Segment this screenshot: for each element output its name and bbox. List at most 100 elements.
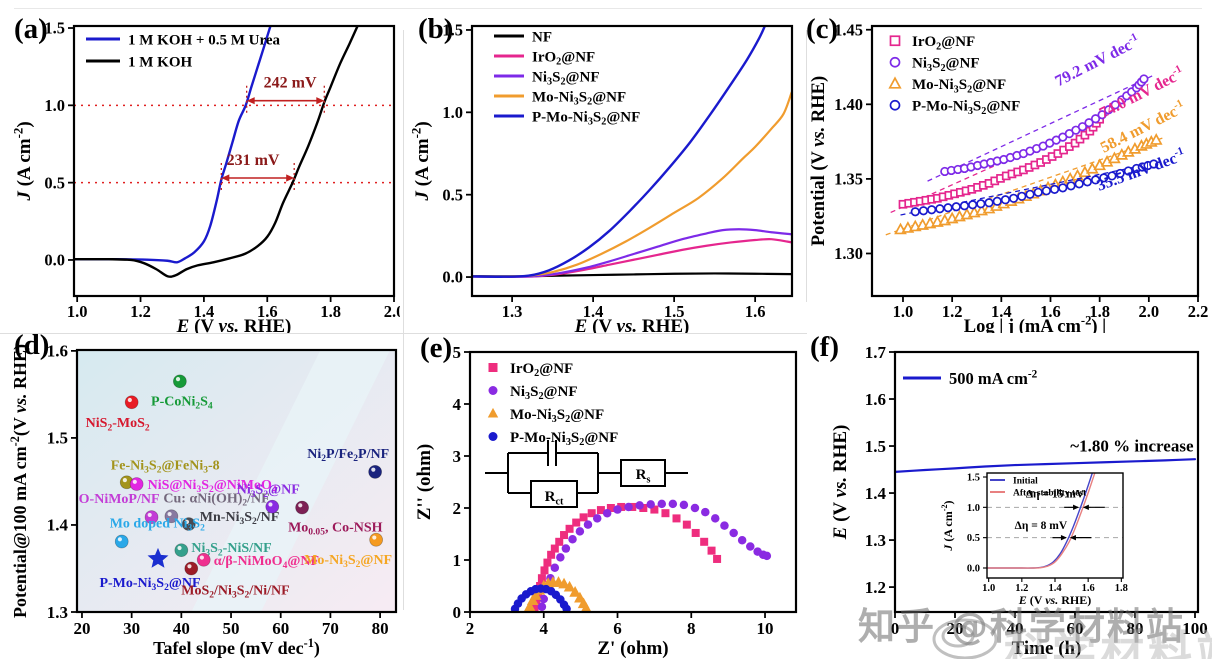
text-segment: 1.4 bbox=[865, 484, 887, 503]
x-tick-label: 1.5 bbox=[664, 302, 685, 321]
text-segment: @NF bbox=[566, 69, 600, 85]
y-tick-label: 1.3 bbox=[865, 531, 886, 550]
panel-f-chart: 0 20 40 60 80 100 1.2 1.3 1.4 1.5 1.6 1.7 Time (h) E … bbox=[810, 331, 1208, 659]
point-label: NiS2-MoS2 bbox=[86, 416, 150, 433]
text-segment: 3 bbox=[188, 524, 193, 534]
legend-item: NF bbox=[494, 29, 552, 45]
data-point bbox=[114, 534, 129, 549]
panel-label: (e) bbox=[420, 332, 452, 364]
text-segment: vs. bbox=[10, 393, 30, 413]
data-point bbox=[935, 204, 945, 214]
data-point bbox=[606, 504, 615, 512]
text-segment: s bbox=[646, 474, 650, 485]
data-point bbox=[555, 537, 564, 546]
text-segment: 3 bbox=[927, 63, 932, 74]
text-segment: 1.5 bbox=[865, 437, 886, 456]
legend-item: IrO2@NF bbox=[494, 49, 595, 68]
panel-b-chart: 1.3 1.4 1.5 1.60.00.51.01.5E (V vs. RHE)J (… bbox=[408, 13, 794, 333]
text-segment: 3 bbox=[144, 465, 149, 475]
data-point-highlight bbox=[187, 564, 192, 569]
arrowhead-icon bbox=[1082, 504, 1089, 511]
text-segment: -1 bbox=[304, 636, 314, 650]
text-segment: 2 bbox=[164, 583, 169, 593]
data-point bbox=[1097, 110, 1107, 120]
text-segment: 2 bbox=[353, 454, 358, 464]
legend-label: 500 mA cm-2 bbox=[949, 368, 1038, 388]
legend: Initial After stability test bbox=[990, 476, 1087, 498]
data-point bbox=[959, 201, 970, 211]
legend-marker-swatch bbox=[889, 35, 901, 47]
column-divider-2 bbox=[806, 30, 807, 302]
data-point bbox=[1041, 186, 1051, 196]
data-point bbox=[984, 198, 994, 208]
series-after-stability-test bbox=[987, 473, 1096, 569]
y-tick-label: 0.0 bbox=[44, 251, 65, 270]
text-segment: Time (h) bbox=[1012, 638, 1082, 659]
y-axis-label: E (V vs. RHE) bbox=[830, 425, 851, 541]
legend-label: Initial bbox=[1013, 476, 1038, 486]
y-tick-label: 1.0 bbox=[442, 103, 463, 122]
text-segment: 1.0 bbox=[67, 302, 88, 321]
data-point-highlight bbox=[372, 535, 377, 540]
text-segment: 1.5 bbox=[664, 302, 685, 321]
text-segment: P-Mo-Ni bbox=[510, 430, 566, 446]
text-segment: (a) bbox=[14, 13, 48, 45]
legend-item: Ni3S2@NF bbox=[488, 384, 577, 402]
y-tick-label: 3 bbox=[453, 447, 462, 466]
text-segment: (V bbox=[1027, 593, 1045, 607]
y-tick-label: 0 bbox=[453, 603, 462, 622]
y-tick-label: 0.5 bbox=[44, 173, 65, 192]
y-tick-label: 1.5 bbox=[865, 437, 886, 456]
point-label: Ni3S2-NiS/NF bbox=[191, 541, 271, 558]
data-point bbox=[537, 602, 547, 612]
x-axis-label: Time (h) bbox=[1012, 638, 1082, 659]
data-point bbox=[613, 505, 622, 514]
rs-label: Rs bbox=[636, 467, 651, 485]
x-tick-label: 1.6 bbox=[1040, 302, 1061, 321]
text-segment: Log | j (mA cm bbox=[964, 317, 1082, 333]
text-segment: 1 M KOH bbox=[128, 54, 192, 70]
text-segment: 4 bbox=[283, 561, 288, 571]
text-segment: S bbox=[557, 407, 565, 423]
text-segment: 4 bbox=[208, 401, 213, 411]
data-point bbox=[1033, 187, 1043, 197]
text-segment: 3 bbox=[152, 583, 157, 593]
legend-label: IrO2@NF bbox=[912, 34, 975, 52]
data-point bbox=[1074, 179, 1084, 189]
axis-box bbox=[75, 348, 398, 614]
text-segment: 1.6 bbox=[1082, 583, 1095, 594]
data-point bbox=[1066, 181, 1076, 191]
rct-resistor-box bbox=[530, 480, 578, 508]
panel-d-chart: NiS2-MoS2P-CoNi2S4Fe-Ni3S2@FeNi3-8NiS@Ni… bbox=[8, 329, 398, 659]
text-segment: 1.0 bbox=[982, 583, 995, 594]
series-p-mo-ni-3-s-2-nf bbox=[910, 159, 1159, 217]
y-tick-label: 1.5 bbox=[44, 19, 65, 38]
text-segment: 3 bbox=[574, 97, 579, 108]
x-tick-label: 20 bbox=[73, 619, 90, 638]
text-segment: S bbox=[192, 516, 200, 531]
text-segment: 2 bbox=[242, 498, 247, 508]
text-segment: 0.0 bbox=[44, 251, 65, 270]
x-tick-label: 30 bbox=[123, 619, 140, 638]
text-segment: 6 bbox=[613, 619, 622, 638]
text-segment: Potential@100 mA cm bbox=[10, 446, 30, 618]
measurement-annotation: 242 mV bbox=[246, 75, 325, 116]
text-segment: (A cm bbox=[412, 138, 433, 191]
data-point bbox=[537, 574, 546, 583]
panel-label: (a) bbox=[14, 13, 48, 45]
text-segment: E bbox=[830, 527, 851, 541]
series-500-ma-cm-2- bbox=[895, 458, 1197, 473]
text-segment: IrO bbox=[510, 361, 534, 377]
data-point bbox=[579, 513, 588, 522]
text-segment: S bbox=[210, 541, 218, 556]
text-segment: /Ni/NF bbox=[248, 583, 289, 598]
text-segment: J bbox=[941, 544, 955, 552]
text-segment: 1.6 bbox=[47, 342, 68, 361]
text-segment: 1.4 bbox=[1048, 583, 1062, 594]
y-tick-label: 1.45 bbox=[834, 20, 863, 39]
legend-label: Ni3S2@NF bbox=[510, 384, 577, 402]
text-segment: ) | bbox=[1091, 317, 1106, 333]
panel-c-chart: 1.0 1.2 1.4 1.6 1.8 2.0 2.2 1.30 1.35 1.40 1.45 Log… bbox=[806, 13, 1208, 333]
data-point bbox=[762, 551, 772, 561]
data-point bbox=[746, 542, 755, 551]
